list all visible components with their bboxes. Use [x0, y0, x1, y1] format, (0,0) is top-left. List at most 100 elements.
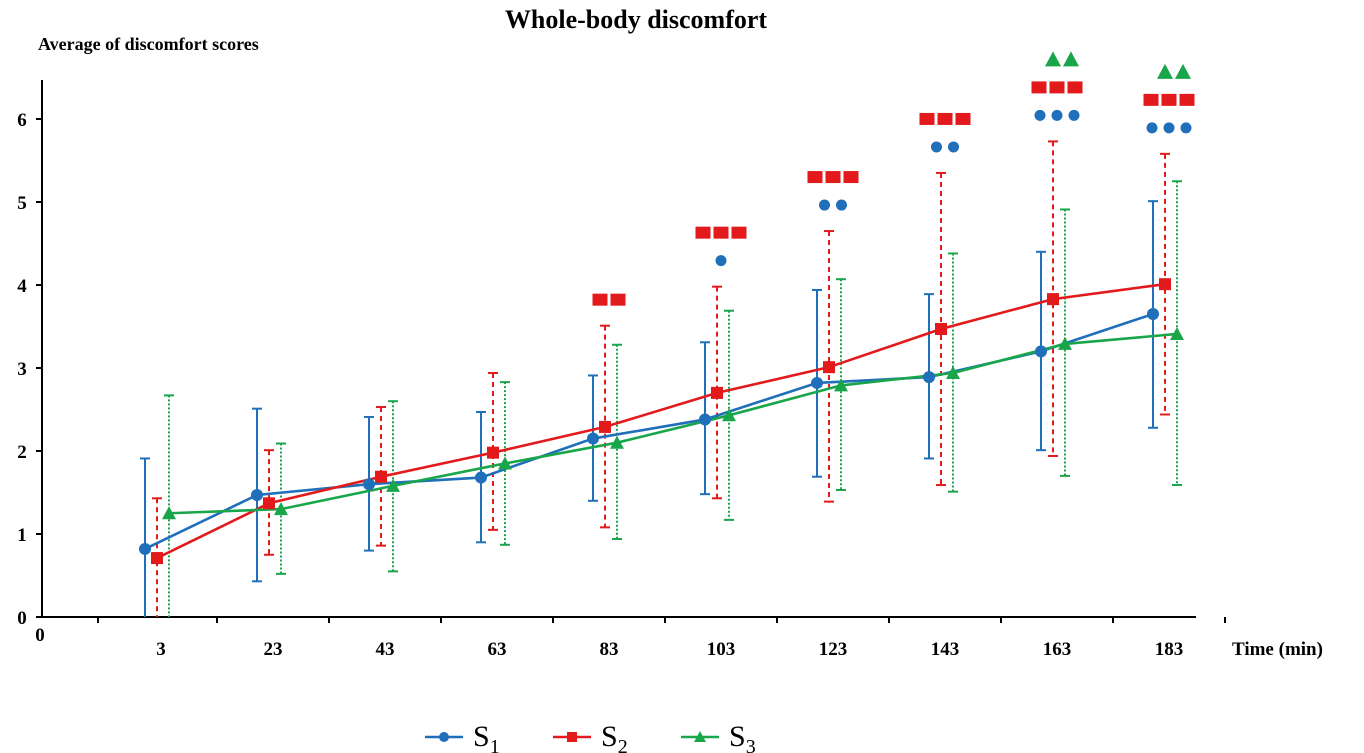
x-tick-label: 163	[1043, 639, 1072, 660]
significance-marker	[592, 293, 608, 306]
x-axis-label: Time (min)	[1232, 639, 1323, 660]
x-tick-label: 63	[488, 639, 507, 660]
legend-label: S2	[601, 720, 628, 753]
y-tick-label: 0	[17, 608, 27, 629]
significance-marker	[931, 141, 942, 153]
significance-marker	[937, 112, 953, 125]
data-point	[946, 365, 960, 379]
data-point	[1147, 308, 1159, 321]
significance-marker	[948, 141, 959, 153]
significance-marker	[1161, 93, 1177, 106]
significance-marker	[919, 112, 935, 125]
origin-label: 0	[35, 625, 45, 646]
series-line	[156, 282, 1166, 560]
data-point	[1035, 345, 1047, 358]
significance-marker	[1146, 122, 1158, 134]
data-point	[722, 408, 736, 422]
significance-marker	[713, 226, 729, 239]
series-markers	[139, 278, 1184, 565]
significance-marker	[1063, 51, 1079, 67]
x-tick-label: 3	[156, 639, 166, 660]
significance-marker	[1067, 81, 1083, 94]
data-point	[935, 322, 947, 335]
legend-label: S3	[729, 720, 756, 753]
y-tick-label: 4	[17, 276, 27, 297]
data-point	[139, 542, 151, 555]
data-point	[386, 478, 400, 492]
data-point	[1170, 326, 1184, 340]
series-line	[144, 312, 1154, 551]
data-point	[475, 471, 487, 484]
data-point	[251, 488, 263, 501]
significance-marker	[1163, 122, 1175, 134]
significance-marker	[731, 226, 747, 239]
data-point	[599, 420, 611, 433]
significance-marker	[1034, 109, 1046, 121]
significance-marker	[1179, 93, 1195, 106]
legend-marker	[567, 732, 577, 742]
significance-marker	[843, 171, 859, 184]
significance-marker	[1049, 81, 1065, 94]
data-point	[1058, 336, 1072, 350]
x-tick-label: 43	[376, 639, 395, 660]
data-point	[487, 446, 499, 459]
x-tick-label: 143	[931, 639, 960, 660]
data-point	[823, 361, 835, 374]
significance-marker	[1175, 63, 1191, 79]
data-point	[162, 506, 176, 520]
significance-marker	[807, 171, 823, 184]
data-point	[1047, 293, 1059, 306]
x-tick-label: 123	[819, 639, 848, 660]
data-point	[587, 432, 599, 445]
significance-marker	[1045, 51, 1061, 67]
y-axis-label: Average of discomfort scores	[38, 34, 259, 54]
significance-marker	[695, 226, 711, 239]
y-tick-label: 5	[17, 193, 27, 214]
significance-marker	[1157, 63, 1173, 79]
significance-marker	[1051, 109, 1063, 121]
series-lines	[144, 282, 1178, 560]
significance-marker	[1068, 109, 1080, 121]
y-tick-label: 3	[17, 359, 27, 380]
data-point	[363, 478, 375, 491]
x-tick-label: 103	[707, 639, 736, 660]
data-point	[263, 497, 275, 510]
data-point	[151, 552, 163, 565]
x-tick-label: 83	[600, 639, 619, 660]
legend-marker	[694, 731, 706, 742]
series-line	[168, 332, 1178, 515]
legend: S1 S2 S3	[425, 720, 756, 753]
legend-subscript: 3	[746, 736, 756, 753]
x-tick-label: 23	[264, 639, 283, 660]
data-point	[811, 376, 823, 389]
significance-marker	[819, 199, 830, 211]
significance-marker	[1031, 81, 1047, 94]
significance-marker	[836, 199, 847, 211]
y-tick-label: 1	[17, 525, 27, 546]
significance-marker	[955, 112, 971, 125]
error-bars	[140, 140, 1182, 617]
legend-subscript: 2	[618, 736, 628, 753]
significance-markers	[592, 51, 1195, 306]
data-point	[699, 413, 711, 426]
significance-marker	[610, 293, 626, 306]
significance-marker	[715, 255, 727, 267]
data-point	[834, 378, 848, 392]
data-point	[1159, 278, 1171, 291]
chart-title: Whole-body discomfort	[505, 5, 768, 34]
significance-marker	[1180, 122, 1192, 134]
legend-marker	[439, 732, 449, 742]
legend-label: S1	[473, 720, 500, 753]
x-tick-label: 183	[1155, 639, 1184, 660]
y-tick-label: 2	[17, 442, 27, 463]
data-point	[498, 456, 512, 470]
significance-marker	[825, 171, 841, 184]
significance-marker	[1143, 93, 1159, 106]
data-point	[274, 502, 288, 516]
data-point	[375, 470, 387, 483]
legend-subscript: 1	[490, 736, 500, 753]
data-point	[711, 386, 723, 399]
data-point	[610, 435, 624, 449]
